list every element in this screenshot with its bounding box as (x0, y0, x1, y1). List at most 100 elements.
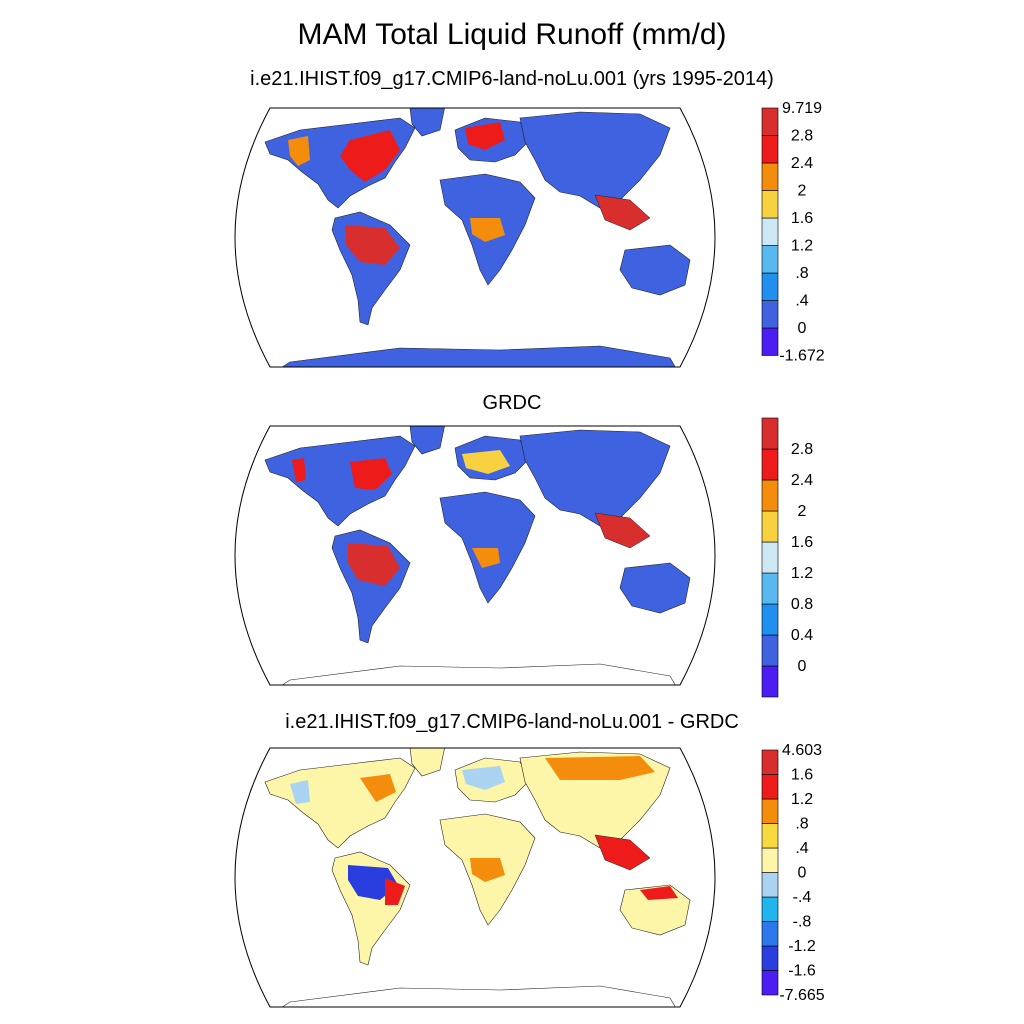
colorbar-box (761, 847, 779, 873)
region-asia-se-high (594, 194, 651, 231)
colorbar-box (761, 510, 779, 543)
colorbar-box (761, 245, 779, 274)
region-africa-central-mixed (470, 858, 505, 882)
region-na-west-high (292, 458, 306, 482)
colorbar-svg: -1.672 0 .4 .8 1.2 1.6 2 2.4 2.8 9.719 (761, 100, 825, 365)
region-europe-high (462, 450, 510, 474)
continent-north-america (264, 117, 416, 209)
colorbar-label: .4 (795, 840, 808, 857)
colorbar-box (761, 665, 779, 698)
continent-asia (519, 111, 671, 209)
colorbar-label: .4 (795, 293, 808, 310)
colorbar-label: 2.4 (791, 155, 813, 172)
panel-3-map-svg (234, 747, 716, 1008)
colorbar-label: 1.2 (791, 238, 813, 255)
continent-north-america (264, 435, 416, 527)
continent-greenland (409, 426, 446, 455)
colorbar-label: 0 (798, 658, 807, 675)
panel-2-colorbar: 0 0.4 0.8 1.2 1.6 2 2.4 2.8 (761, 417, 842, 709)
panel-2-map (200, 418, 750, 693)
colorbar-label: 1.6 (791, 767, 813, 784)
colorbar-box (761, 300, 779, 329)
colorbar-label: 4.603 (782, 742, 822, 759)
colorbar-label: 0 (798, 865, 807, 882)
region-na-east-high (360, 774, 396, 802)
panel-1-map-svg (234, 107, 716, 368)
colorbar-box (761, 190, 779, 219)
colorbar-label: 1.2 (791, 565, 813, 582)
colorbar-box (761, 634, 779, 667)
continent-greenland (409, 748, 446, 777)
continent-greenland (409, 108, 446, 137)
colorbar-box (761, 448, 779, 481)
colorbar-box (761, 970, 779, 996)
region-africa-central-high (472, 548, 500, 568)
panel-3-colorbar: -7.665 -1.6 -1.2 -.8 -.4 0 .4 .8 1.2 1.6 4.603 (761, 742, 842, 1007)
colorbar-box (761, 798, 779, 824)
colorbar-label: -.4 (793, 889, 812, 906)
continent-australia (619, 244, 691, 296)
colorbar-box (761, 541, 779, 574)
colorbar-box (761, 872, 779, 898)
colorbar-box (761, 921, 779, 947)
panel-3-title: i.e21.IHIST.f09_g17.CMIP6-land-noLu.001 … (285, 711, 739, 733)
region-asia-se-high (594, 834, 651, 871)
region-na-west-mixed (290, 780, 310, 804)
colorbar-svg: -7.665 -1.6 -1.2 -.8 -.4 0 .4 .8 1.2 1.6 4.603 (761, 742, 825, 1004)
region-na-east-high (350, 458, 392, 490)
colorbar-label: 1.2 (791, 791, 813, 808)
colorbar-box (761, 272, 779, 301)
colorbar-label: 1.6 (791, 210, 813, 227)
region-na-east-high (340, 130, 400, 182)
colorbar-box (761, 135, 779, 164)
colorbar-label: 2.8 (791, 441, 813, 458)
region-australia-north-high (640, 886, 678, 900)
colorbar-label: 2.4 (791, 472, 813, 489)
colorbar-label: -1.6 (788, 963, 816, 980)
colorbar-label: 0.4 (791, 627, 813, 644)
region-europe-high (465, 122, 505, 150)
colorbar-label: -1.2 (788, 938, 816, 955)
region-asia-north-high (545, 756, 655, 780)
colorbar-box (761, 479, 779, 512)
continent-africa (439, 491, 536, 604)
continent-north-america (264, 757, 416, 849)
map-boundary (234, 747, 716, 1008)
colorbar-label: .8 (795, 265, 808, 282)
panel-2-map-svg (234, 425, 716, 686)
colorbar-box (761, 417, 779, 450)
continent-asia (519, 429, 671, 527)
colorbar-label: -.8 (793, 914, 812, 931)
colorbar-label: .8 (795, 816, 808, 833)
region-europe-mixed (462, 766, 505, 790)
panel-1-map (200, 100, 750, 375)
colorbar-box (761, 107, 779, 136)
map-boundary (234, 107, 716, 368)
colorbar-label: -7.665 (779, 987, 824, 1004)
colorbar-box (761, 162, 779, 191)
continent-antarctica-outline (268, 985, 681, 1007)
region-amazon-positive (385, 878, 405, 905)
region-africa-central-high (470, 218, 505, 242)
colorbar-label: -1.672 (779, 348, 824, 365)
colorbar-box (761, 774, 779, 800)
colorbar-label: 0.8 (791, 596, 813, 613)
panel-1-title: i.e21.IHIST.f09_g17.CMIP6-land-noLu.001 … (250, 68, 774, 90)
map-boundary (234, 425, 716, 686)
region-amazon-high (348, 543, 400, 586)
panel-2-title: GRDC (482, 392, 542, 414)
colorbar-label: 2 (798, 503, 807, 520)
main-title: MAM Total Liquid Runoff (mm/d) (297, 18, 727, 51)
region-na-west-high (288, 136, 310, 166)
colorbar-label: 2 (798, 183, 807, 200)
colorbar-box (761, 603, 779, 636)
continent-antarctica (268, 345, 681, 367)
colorbar-box (761, 749, 779, 775)
colorbar-label: 0 (798, 320, 807, 337)
continent-antarctica-outline (268, 663, 681, 685)
colorbar-label: 9.719 (782, 100, 822, 117)
panel-1-colorbar: -1.672 0 .4 .8 1.2 1.6 2 2.4 2.8 9.719 (761, 100, 842, 368)
colorbar-box (761, 945, 779, 971)
colorbar-box (761, 896, 779, 922)
region-amazon-high (345, 225, 400, 265)
